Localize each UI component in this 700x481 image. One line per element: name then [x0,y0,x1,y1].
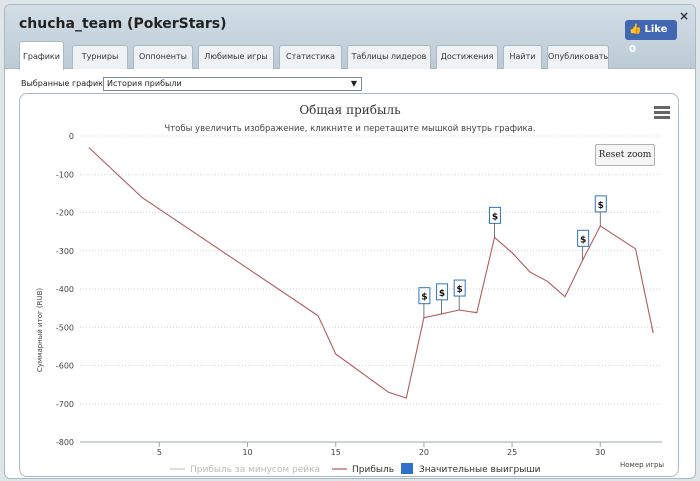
significant-win-flag[interactable]: $ [577,229,590,261]
significant-win-flag[interactable]: $ [436,283,449,314]
tab-achievements[interactable]: Достижения [436,45,498,69]
y-tick-label: -800 [56,438,74,447]
chart-selector-label: Выбранные графики: [21,79,111,88]
tab-statistics[interactable]: Статистика [279,45,342,69]
significant-win-flag[interactable]: $ [418,287,431,318]
chart-select-value: История прибыли [107,79,182,88]
legend-item-significant-wins[interactable]: Значительные выигрыши [401,463,541,475]
legend-item-no-rake[interactable]: Прибыль за минусом рейка [170,465,320,475]
legend-wins-swatch [401,463,413,474]
flag-dollar-label: $ [457,285,463,295]
significant-win-flag[interactable]: $ [488,206,501,238]
y-tick-label: -600 [56,362,74,371]
profit-series-line [88,147,654,399]
y-tick-label: -300 [56,247,74,256]
y-tick-label: -400 [56,285,74,294]
tab-tournaments[interactable]: Турниры [72,45,128,69]
player-stats-window: chucha_team (PokerStars) 👍 Like 0 × Граф… [4,4,696,479]
profit-chart[interactable]: 0 -100 -200 -300 -400 -500 -600 -700 -800 5 10 15 2… [19,93,679,477]
like-label: Like 0 [629,24,668,55]
x-tick-label: 30 [595,448,605,457]
tab-find[interactable]: Найти [503,45,542,69]
chart-select-dropdown[interactable]: История прибыли ▼ [103,77,362,91]
chart-canvas[interactable]: 0 -100 -200 -300 -400 -500 -600 -700 -800 5 10 15 2… [20,94,679,477]
tab-leaderboards[interactable]: Таблицы лидеров [347,45,431,69]
flag-dollar-label: $ [492,212,498,222]
flag-box [488,206,501,224]
flag-box [453,279,466,297]
significant-win-flag[interactable]: $ [453,279,466,311]
x-tick-label: 5 [157,448,162,457]
y-axis-label: Суммарный итог (RUB) [36,288,44,373]
close-icon[interactable]: × [679,9,690,23]
legend-no-rake-label: Прибыль за минусом рейка [190,465,320,475]
x-axis-label: Номер игры [620,461,664,469]
legend-item-profit[interactable]: Прибыль [332,465,394,475]
x-tick-label: 10 [242,448,252,457]
flag-dollar-label: $ [421,293,427,303]
chart-subtitle: Чтобы увеличить изображение, кликните и … [164,124,535,134]
flag-box [418,287,431,305]
window-title: chucha_team (PokerStars) [19,16,227,32]
legend-profit-label: Прибыль [352,465,394,475]
y-tick-label: 0 [69,132,74,141]
flag-dollar-label: $ [580,235,586,245]
flag-box [577,229,590,247]
flag-dollar-label: $ [439,289,445,299]
tab-graphs[interactable]: Графики [19,41,64,70]
x-tick-label: 15 [331,448,341,457]
y-tick-label: -500 [56,323,74,332]
reset-zoom-button[interactable]: Reset zoom [595,144,655,166]
window-titlebar: chucha_team (PokerStars) 👍 Like 0 × Граф… [5,5,695,70]
y-tick-label: -200 [56,209,74,218]
y-tick-label: -700 [56,400,74,409]
x-tick-label: 25 [507,448,517,457]
x-tick-label: 20 [419,448,429,457]
chart-menu-icon[interactable] [654,106,670,119]
flag-box [436,283,449,301]
tab-opponents[interactable]: Оппоненты [133,45,193,69]
facebook-like-button[interactable]: 👍 Like 0 [625,20,677,55]
flag-dollar-label: $ [598,201,604,211]
legend-wins-label: Значительные выигрыши [419,465,541,475]
tab-publish[interactable]: Опубликовать [547,45,609,69]
thumbs-up-icon: 👍 [629,24,642,35]
flag-box [594,195,607,213]
chart-title: Общая прибыль [299,103,401,117]
tab-favorite-games[interactable]: Любимые игры [198,45,274,69]
chart-legend: Прибыль за минусом рейка Прибыль Значите… [170,463,541,475]
significant-win-flag[interactable]: $ [594,195,607,226]
chevron-down-icon: ▼ [350,79,357,88]
y-tick-label: -100 [56,170,74,179]
